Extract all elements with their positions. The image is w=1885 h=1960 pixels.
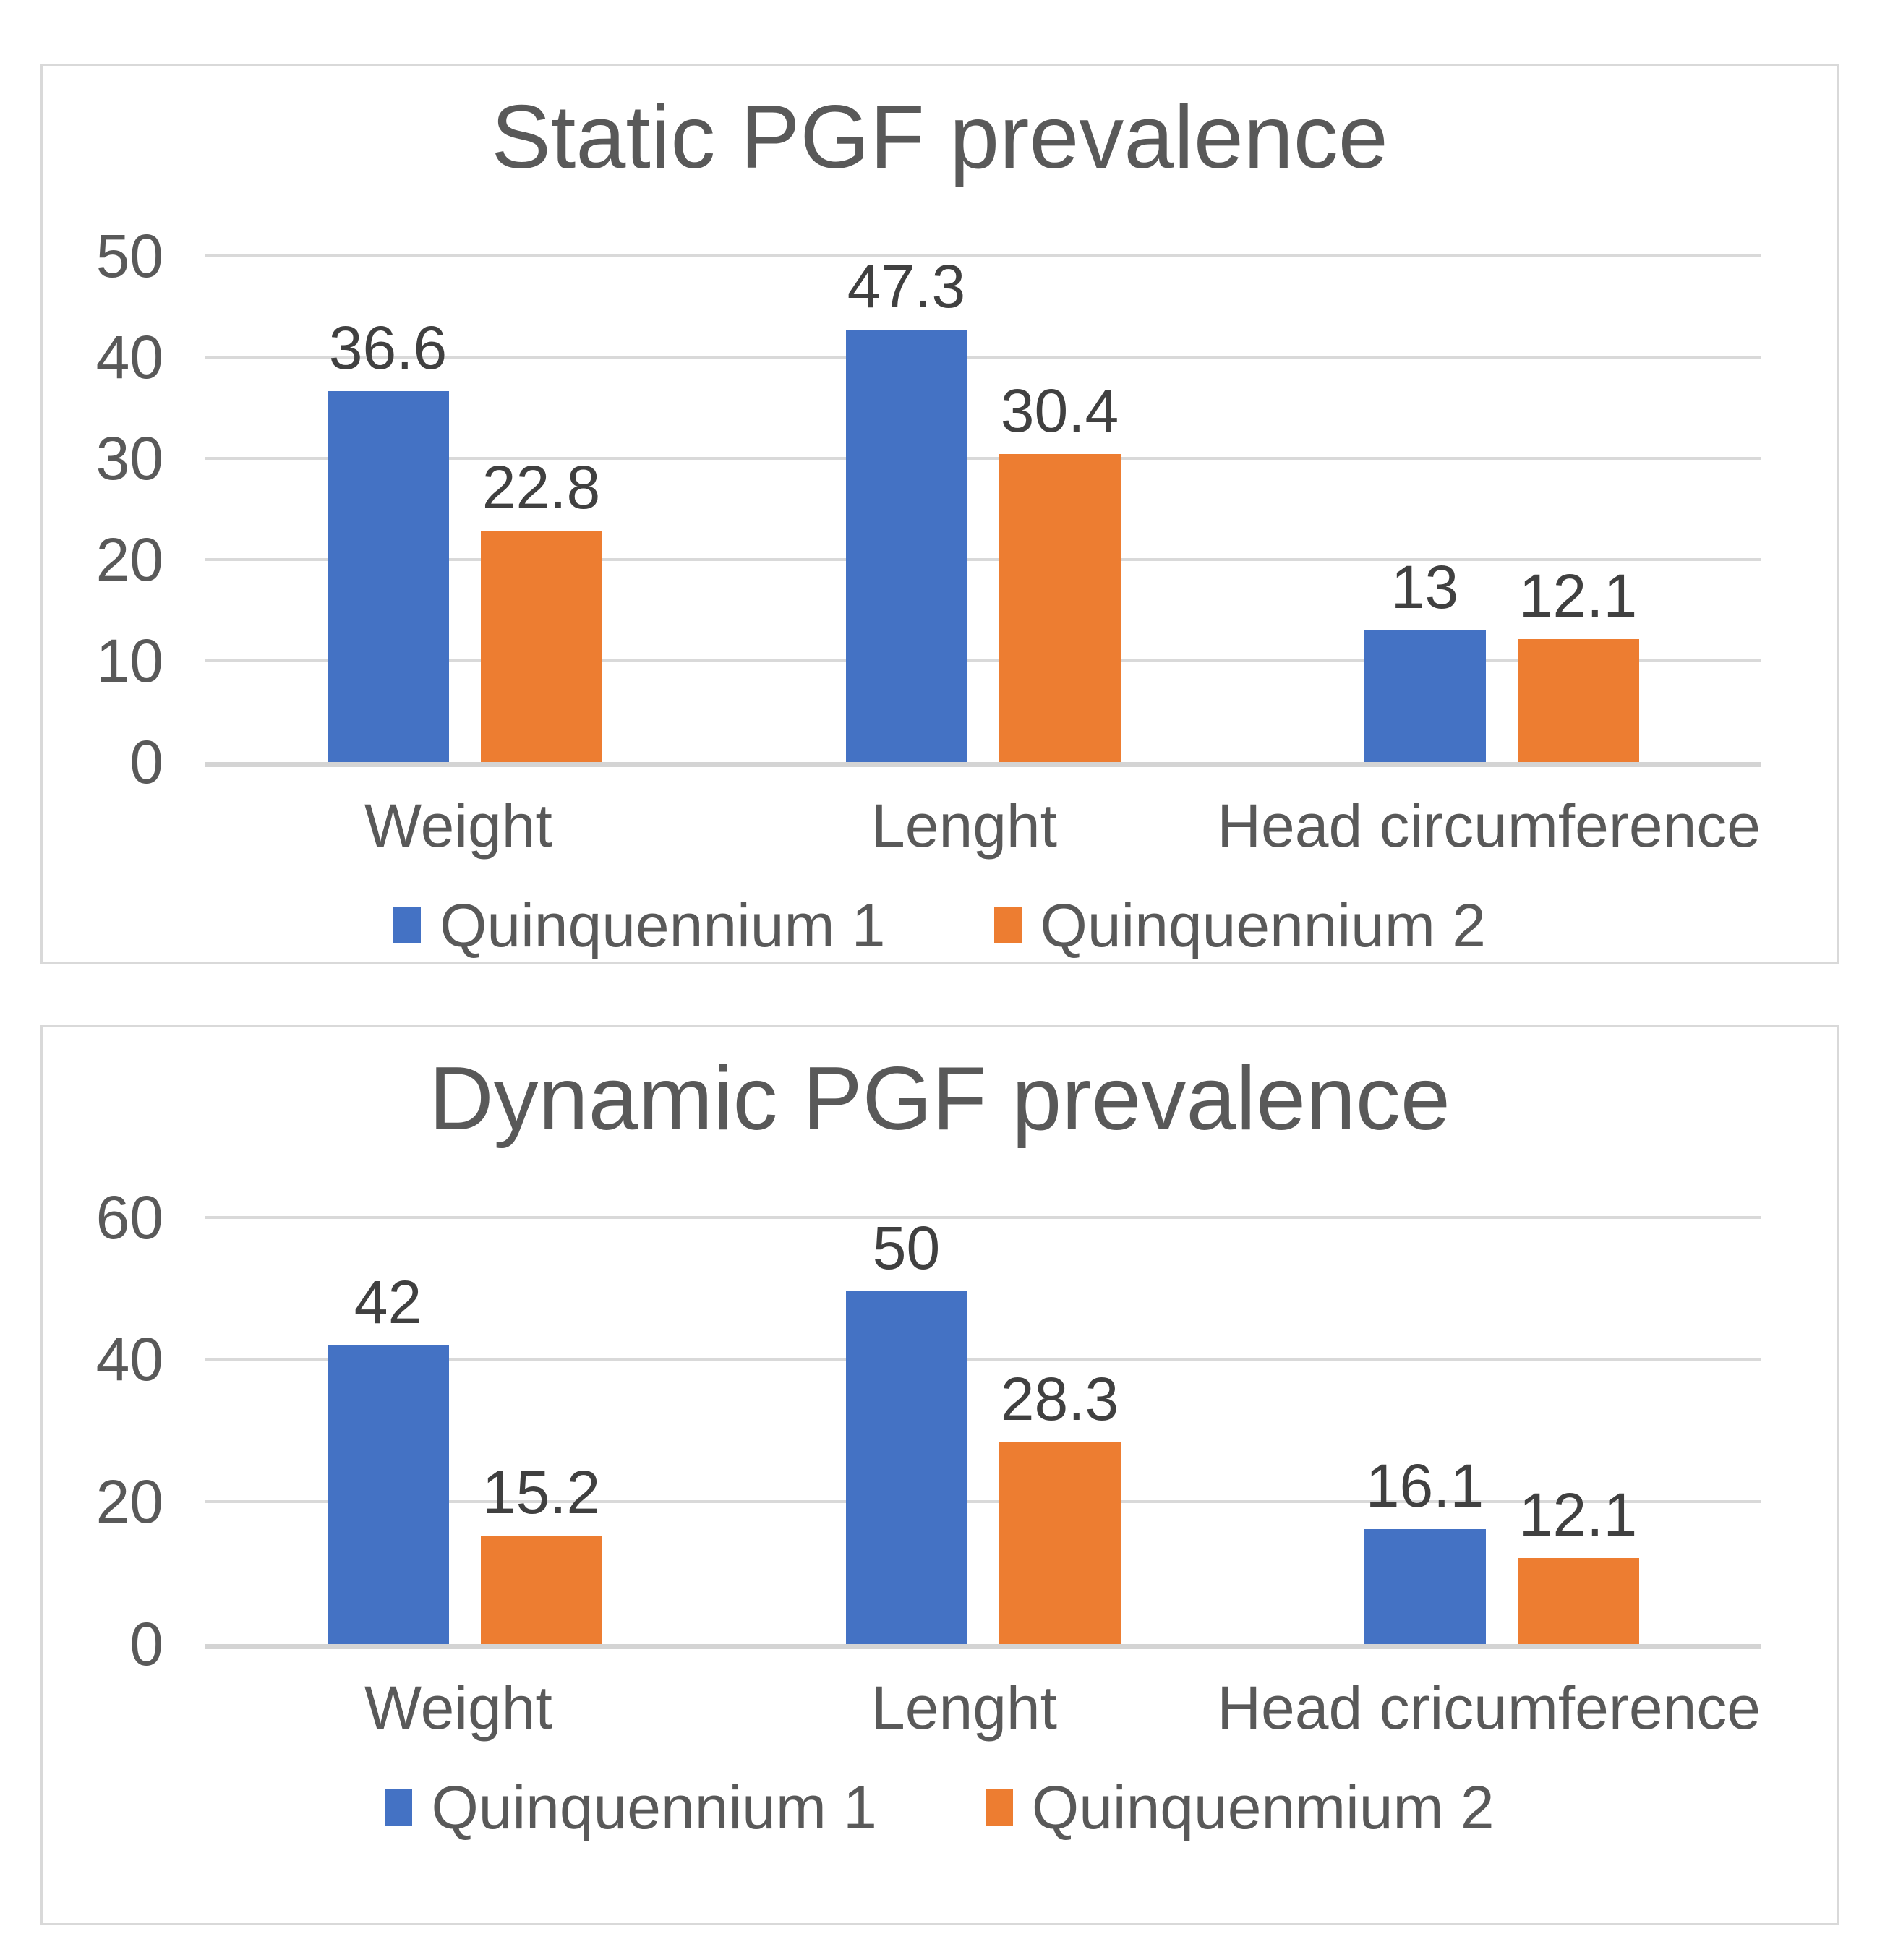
bar (480, 531, 602, 762)
plot-area: 42 15.2 50 28.3 16.1 12.1 (205, 1215, 1761, 1649)
data-label: 16.1 (1365, 1452, 1484, 1520)
plot-area: 36.6 22.8 47.3 30.4 13 12.1 (205, 254, 1761, 767)
bar-group: 47.3 30.4 (724, 256, 1242, 762)
bar (1364, 1529, 1486, 1644)
y-axis: 50 40 30 20 10 0 (43, 226, 205, 792)
category-label: Lenght (871, 791, 1057, 860)
data-label: 28.3 (1000, 1365, 1119, 1434)
legend: Quinquennium 1 Quinquennium 2 (43, 895, 1837, 956)
data-label: 47.3 (847, 252, 966, 320)
y-axis: 60 40 20 0 (43, 1187, 205, 1674)
bar (999, 1442, 1121, 1644)
chart-area: 60 40 20 0 42 15.2 50 28.3 16.1 12.1 (43, 1187, 1837, 1674)
legend-label: Quinquenmium 2 (1031, 1773, 1495, 1841)
bar (845, 329, 967, 762)
legend-label: Quinquennium 1 (431, 1773, 877, 1841)
x-axis: Weight Lenght Head circumference (205, 792, 1761, 859)
bar-wrap: 30.4 (999, 256, 1121, 762)
category-label: Weight (364, 791, 552, 860)
x-axis: Weight Lenght Head cricumference (205, 1674, 1761, 1741)
bar (327, 391, 449, 762)
legend-label: Quinquennium 1 (440, 891, 886, 959)
y-tick-label: 20 (95, 525, 163, 594)
bar (845, 1291, 967, 1644)
data-label: 42 (354, 1267, 422, 1336)
legend-marker (993, 907, 1022, 943)
data-label: 50 (872, 1213, 941, 1282)
bar (1517, 639, 1639, 762)
bar-wrap: 36.6 (327, 256, 449, 762)
chart-area: 50 40 30 20 10 0 36.6 22.8 47.3 30.4 13 12.1 (43, 226, 1837, 792)
bar-wrap: 22.8 (480, 256, 602, 762)
gridline (205, 1215, 1761, 1219)
legend: Quinquennium 1 Quinquenmium 2 (43, 1777, 1837, 1838)
data-label: 30.4 (1000, 377, 1119, 445)
bar-wrap: 47.3 (845, 252, 967, 762)
gridline (205, 254, 1761, 257)
legend-item: Quinquennium 1 (385, 1773, 877, 1841)
bar-group: 16.1 12.1 (1242, 1217, 1761, 1644)
bar-wrap: 12.1 (1517, 1217, 1639, 1644)
category-label: Lenght (871, 1673, 1057, 1742)
bar-group: 42 15.2 (205, 1217, 724, 1644)
bar (480, 1536, 602, 1644)
bar (327, 1345, 449, 1644)
data-label: 12.1 (1518, 1480, 1638, 1549)
legend-marker (393, 907, 422, 943)
bar (1517, 1557, 1639, 1644)
x-axis-line (205, 761, 1761, 767)
bar-wrap: 28.3 (999, 1217, 1121, 1644)
gridline (205, 1358, 1761, 1361)
y-tick-label: 10 (95, 626, 163, 695)
y-tick-label: 50 (95, 221, 163, 290)
chart-panel-static-pgf: Static PGF prevalence 50 40 30 20 10 0 36.6 22… (40, 64, 1839, 964)
data-label: 12.1 (1518, 562, 1638, 630)
bar-wrap: 50 (845, 1213, 967, 1644)
bar-wrap: 13 (1364, 256, 1486, 762)
legend-label: Quinquennium 2 (1040, 891, 1486, 959)
gridline (205, 1499, 1761, 1503)
data-label: 36.6 (328, 314, 448, 382)
legend-item: Quinquennium 1 (393, 891, 886, 959)
bar (1364, 630, 1486, 762)
gridline (205, 456, 1761, 460)
y-tick-label: 40 (95, 1325, 163, 1394)
bar-wrap: 15.2 (480, 1217, 602, 1644)
chart-panel-dynamic-pgf: Dynamic PGF prevalence 60 40 20 0 42 15.2 50 2… (40, 1025, 1839, 1925)
category-label: Head cricumference (1217, 1673, 1761, 1742)
y-tick-label: 40 (95, 322, 163, 391)
legend-marker (985, 1789, 1013, 1826)
gridline (205, 557, 1761, 561)
data-label: 13 (1390, 552, 1459, 621)
category-label: Head circumference (1217, 791, 1761, 860)
y-tick-label: 0 (129, 1609, 163, 1678)
y-tick-label: 0 (129, 727, 163, 796)
bar-wrap: 16.1 (1364, 1217, 1486, 1644)
gridline (205, 355, 1761, 359)
data-label: 15.2 (482, 1458, 601, 1527)
legend-marker (385, 1789, 413, 1826)
category-label: Weight (364, 1673, 552, 1742)
legend-item: Quinquennium 2 (993, 891, 1486, 959)
bar-wrap: 12.1 (1517, 256, 1639, 762)
bar (999, 454, 1121, 762)
y-tick-label: 20 (95, 1467, 163, 1536)
chart-title: Dynamic PGF prevalence (429, 1049, 1450, 1149)
bar-group: 13 12.1 (1242, 256, 1761, 762)
bar-wrap: 42 (327, 1217, 449, 1644)
legend-item: Quinquenmium 2 (985, 1773, 1495, 1841)
data-label: 22.8 (482, 453, 601, 522)
bar-group: 50 28.3 (724, 1217, 1242, 1644)
y-tick-label: 60 (95, 1183, 163, 1251)
bar-group: 36.6 22.8 (205, 256, 724, 762)
y-tick-label: 30 (95, 424, 163, 492)
gridline (205, 659, 1761, 662)
x-axis-line (205, 1643, 1761, 1649)
chart-title: Static PGF prevalence (491, 87, 1388, 187)
